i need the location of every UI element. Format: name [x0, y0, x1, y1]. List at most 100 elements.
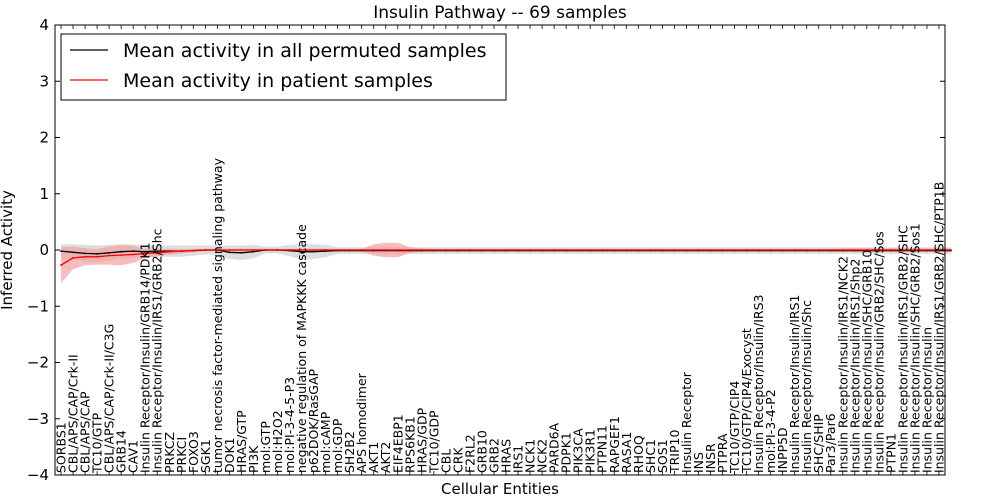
point-series-1-30 [420, 249, 423, 251]
x-tick-label: SOS1 [655, 439, 670, 473]
point-series-1-67 [865, 249, 868, 251]
x-tick-label: NCK1 [523, 439, 538, 473]
x-tick-label: DOK1 [222, 437, 237, 473]
point-series-0-0 [60, 250, 62, 253]
x-tick-label: SORBS1 [54, 422, 69, 473]
point-series-1-0 [60, 264, 62, 267]
x-tick-label: GRB14 [114, 430, 129, 473]
point-series-1-36 [493, 249, 495, 251]
point-series-1-24 [348, 249, 351, 251]
point-series-1-74 [950, 249, 952, 251]
x-tick-label: RPS6KB1 [402, 416, 417, 473]
point-series-1-28 [396, 249, 399, 251]
x-tick-label: HRAS/GDP [414, 407, 429, 473]
x-tick-label: SHC1 [643, 439, 658, 473]
point-series-1-3 [96, 255, 98, 258]
x-tick-label: PRKCI [174, 437, 189, 473]
x-tick-label: CBL [438, 449, 453, 473]
point-series-1-64 [829, 249, 832, 251]
point-series-0-3 [96, 253, 98, 255]
y-tick-label: −2 [27, 354, 49, 372]
point-series-1-37 [505, 249, 507, 251]
y-axis-label: Inferred Activity [0, 190, 16, 310]
x-tick-label: TC10/GTP/CIP4/Exocyst [739, 328, 754, 474]
point-series-1-7 [144, 252, 147, 255]
point-series-1-15 [240, 249, 243, 251]
point-series-0-14 [228, 251, 231, 254]
x-tick-label: mol:H2O2 [270, 410, 285, 473]
legend: Mean activity in all permuted samples Me… [60, 33, 507, 101]
legend-box [60, 33, 507, 101]
x-tick-label: mol:PI-3-4-5-P3 [282, 377, 297, 473]
point-series-1-57 [745, 249, 748, 251]
point-series-1-52 [685, 249, 688, 251]
x-tick-label: Insulin Receptor/Insulin/IRS1 [787, 295, 802, 473]
legend-label-patient: Mean activity in patient samples [123, 70, 433, 92]
point-series-0-16 [252, 250, 255, 253]
x-tick-label: CBL/APS/CAP [78, 391, 93, 473]
point-series-1-19 [288, 249, 291, 251]
point-series-1-56 [733, 249, 736, 251]
y-tick-label: 3 [39, 72, 49, 90]
x-tick-label: mol:GTP [258, 421, 273, 473]
point-series-1-72 [926, 249, 928, 251]
band-series-0 [61, 243, 951, 263]
point-series-1-45 [601, 249, 604, 251]
point-series-1-46 [613, 249, 616, 251]
point-series-1-5 [120, 254, 122, 256]
x-tick-label: Par3/Par6 [823, 413, 838, 473]
x-tick-label: NCK2 [535, 439, 550, 473]
point-series-1-31 [433, 249, 435, 251]
point-series-1-48 [637, 249, 640, 251]
x-tick-label: mol:cAMP [318, 411, 333, 473]
x-tick-label: PTPN1 [883, 433, 898, 473]
x-tick-label: TC10/GTP [90, 412, 105, 474]
point-series-1-1 [72, 257, 74, 259]
point-series-1-18 [276, 249, 279, 251]
x-tick-label: HRAS/GTP [234, 410, 249, 473]
point-series-1-22 [324, 249, 327, 251]
x-tick-label: FOXO3 [186, 431, 201, 473]
x-tick-label: PTPRA [715, 433, 730, 473]
y-axis: −4 −3 −2 −1 0 1 2 3 4 [27, 16, 945, 484]
point-series-1-27 [384, 249, 387, 251]
y-tick-label: 4 [39, 16, 49, 34]
x-tick-label: RAPGEF1 [607, 416, 622, 473]
x-tick-label: tumor necrosis factor-mediated signaling… [210, 157, 225, 473]
point-series-1-61 [793, 249, 796, 251]
x-tick-label: Insulin Receptor/Insulin/IRS1/NCK2 [835, 256, 850, 473]
point-series-1-63 [817, 249, 820, 251]
point-series-1-13 [216, 249, 219, 251]
x-tick-label: PRKCZ [162, 432, 177, 473]
point-series-1-62 [805, 249, 808, 251]
x-tick-label: SH2B2 [342, 431, 357, 473]
x-axis: SORBS1CBL/APS/CAP/Crk-IICBL/APS/CAPTC10/… [54, 25, 947, 475]
x-tick-label: Insulin Receptor/Insulin/IRS1/GRB2/SHC [895, 225, 910, 473]
point-series-0-6 [132, 250, 135, 253]
x-tick-label: PDPK1 [559, 432, 574, 473]
x-tick-label: TRIP10 [667, 430, 682, 474]
x-tick-label: CBL/APS/CAP/Crk-II/C3G [102, 324, 117, 473]
x-tick-label: TC10/GTP/CIP4 [727, 381, 742, 474]
point-series-1-38 [517, 249, 519, 251]
point-series-1-25 [360, 249, 363, 251]
x-tick-label: AKT2 [378, 442, 393, 473]
x-tick-label: SHC/SHIP [811, 414, 826, 473]
x-tick-label: Insulin Receptor/Insulin/SHC/GRB10 [859, 250, 874, 473]
point-series-1-8 [156, 251, 159, 254]
point-series-1-66 [853, 249, 856, 251]
x-tick-label: PARD6A [547, 422, 562, 473]
point-series-1-29 [408, 249, 411, 251]
point-series-0-15 [240, 251, 243, 254]
point-series-1-26 [372, 249, 375, 251]
point-series-1-60 [781, 249, 784, 251]
x-tick-label: GRB2 [487, 438, 502, 473]
point-series-1-69 [890, 249, 892, 251]
point-series-1-16 [252, 249, 255, 251]
x-tick-label: PI3K [246, 445, 261, 473]
point-series-1-9 [168, 250, 171, 253]
point-series-1-50 [661, 249, 664, 251]
x-tick-label: PIK3CA [571, 428, 586, 473]
x-tick-label: PIK3R1 [583, 429, 598, 473]
